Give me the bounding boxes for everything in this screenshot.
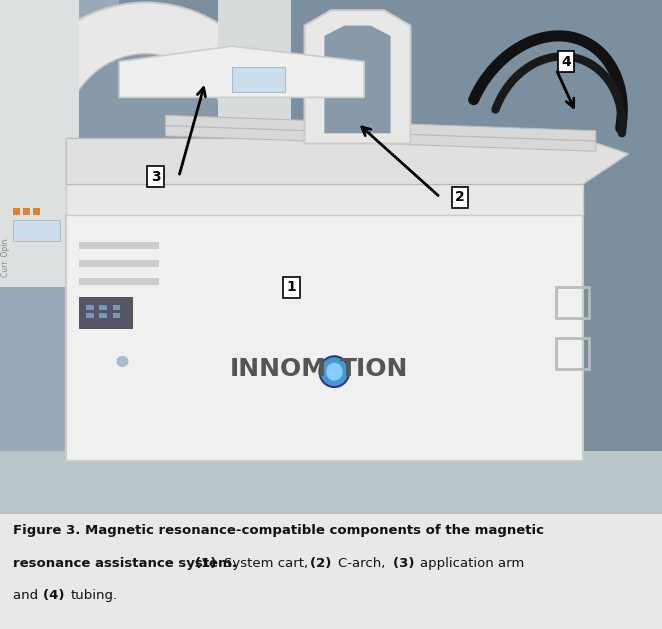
Polygon shape <box>166 126 596 151</box>
Text: 4: 4 <box>561 55 571 69</box>
Text: application arm: application arm <box>420 557 524 570</box>
Ellipse shape <box>7 3 285 284</box>
Text: 2: 2 <box>455 191 465 204</box>
Bar <box>86 313 94 318</box>
Polygon shape <box>66 138 629 184</box>
Bar <box>13 208 20 215</box>
Ellipse shape <box>320 356 350 387</box>
Text: tubing.: tubing. <box>71 589 118 603</box>
Text: 1: 1 <box>287 280 296 294</box>
Text: Figure 3. Magnetic resonance-compatible components of the magnetic: Figure 3. Magnetic resonance-compatible … <box>13 525 544 537</box>
Ellipse shape <box>63 54 228 233</box>
Text: 3: 3 <box>151 170 160 184</box>
Polygon shape <box>119 46 364 97</box>
Text: TION: TION <box>340 357 408 381</box>
Polygon shape <box>0 451 662 513</box>
Text: INNOM: INNOM <box>230 357 326 381</box>
Text: Curr. Opin.: Curr. Opin. <box>1 236 10 277</box>
Text: resonance assistance system.: resonance assistance system. <box>13 557 242 570</box>
Bar <box>13 220 60 241</box>
Text: and: and <box>13 589 42 603</box>
Text: (4): (4) <box>43 589 69 603</box>
Bar <box>556 338 589 369</box>
Polygon shape <box>0 0 119 513</box>
Bar <box>113 313 120 318</box>
Bar <box>79 298 132 328</box>
Bar <box>113 305 120 310</box>
Bar <box>79 260 159 267</box>
Bar <box>0 0 79 287</box>
Bar <box>232 67 285 92</box>
Bar <box>66 215 583 462</box>
Ellipse shape <box>326 363 343 381</box>
Bar <box>99 313 107 318</box>
Bar <box>556 287 589 318</box>
Bar <box>33 208 40 215</box>
Ellipse shape <box>117 356 128 367</box>
Polygon shape <box>66 179 583 215</box>
Polygon shape <box>305 10 410 143</box>
Polygon shape <box>218 0 291 287</box>
Text: C-arch,: C-arch, <box>338 557 389 570</box>
Bar <box>99 305 107 310</box>
Text: System cart,: System cart, <box>224 557 312 570</box>
Polygon shape <box>166 115 596 141</box>
Polygon shape <box>324 26 391 133</box>
Bar <box>86 305 94 310</box>
Text: (1): (1) <box>195 557 221 570</box>
Bar <box>79 279 159 284</box>
Bar <box>23 208 30 215</box>
Bar <box>79 242 159 248</box>
Polygon shape <box>0 0 79 287</box>
Text: (2): (2) <box>310 557 336 570</box>
Text: (3): (3) <box>393 557 418 570</box>
